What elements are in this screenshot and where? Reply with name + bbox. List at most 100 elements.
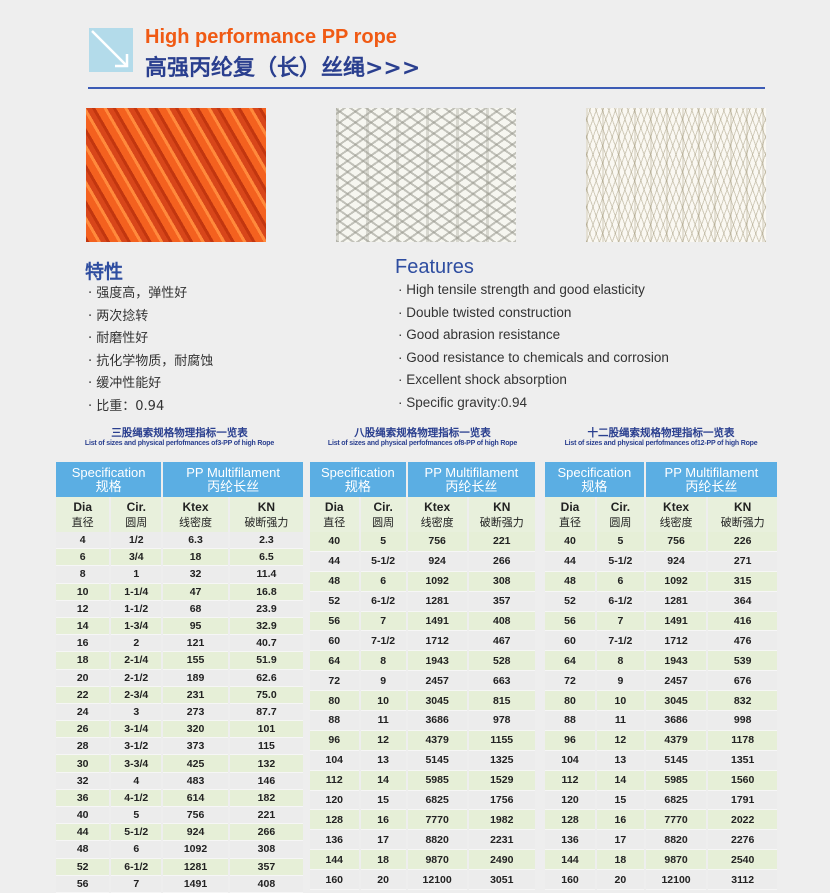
table-cell: 6-1/2 (596, 591, 646, 612)
table-cell: 4379 (644, 730, 709, 751)
column-label: Cir. (126, 499, 146, 514)
table-row: 88 11 3686 978 (310, 710, 535, 731)
table-cell: 9870 (406, 849, 469, 871)
material-header: PP Multifilament 丙纶长丝 (406, 462, 535, 497)
column-label-cn: 圆周 (372, 515, 395, 529)
table-cell: 7 (110, 875, 164, 893)
table-cell: 28 (56, 737, 112, 756)
table-row: 96 12 4379 1178 (545, 730, 777, 751)
table-cell: 3-1/2 (110, 737, 164, 756)
table-row: 10 1-1/4 47 16.8 (56, 583, 303, 601)
table-cell: 5-1/2 (596, 551, 646, 572)
caption-cn: 十二股绳索规格物理指标一览表 (587, 427, 735, 439)
table-cell: 357 (467, 591, 535, 612)
table-cell: 120 (545, 790, 598, 811)
spec-label: Specification (71, 464, 146, 480)
table-cell: 998 (707, 710, 777, 731)
table-row: 144 18 9870 2490 (310, 849, 535, 871)
caption-en: List of sizes and physical perfofmances … (84, 440, 275, 447)
table-row: 160 20 12100 3051 (310, 869, 535, 891)
table-cell: 5145 (644, 750, 709, 771)
table-row: 44 5-1/2 924 266 (310, 551, 535, 572)
features-heading-en: Features (395, 256, 474, 278)
table-cell: 68 (162, 600, 230, 618)
table-cell: 1791 (707, 790, 777, 811)
column-label-cn: 直径 (71, 515, 94, 529)
table-cell: 756 (644, 532, 709, 552)
table-cell: 18 (596, 849, 646, 871)
table-cell: 1529 (467, 770, 535, 791)
table-cell: 8820 (406, 829, 469, 851)
table-cell: 7-1/2 (359, 630, 408, 652)
table-cell: 3/4 (110, 548, 164, 567)
table-cell: 9 (596, 670, 646, 692)
table-cell: 26 (56, 720, 112, 739)
table-cell: 2-1/2 (110, 669, 164, 687)
page-subtitle: 高强丙纶复（长）丝绳>>> (145, 56, 421, 81)
table-cell: 3 (110, 703, 164, 722)
table-cell: 1092 (644, 571, 709, 592)
table-cell: 48 (56, 840, 112, 859)
table-cell: 4-1/2 (110, 789, 164, 808)
table-cell: 266 (467, 551, 535, 572)
table-cell: 11 (596, 710, 646, 731)
table-cell: 5-1/2 (110, 823, 164, 842)
arrow-down-right-icon (89, 28, 133, 72)
table-cell: 88 (310, 710, 361, 731)
table-cell: 924 (406, 551, 469, 572)
table-row: 60 7-1/2 1712 476 (545, 630, 777, 652)
table-cell: 1351 (707, 750, 777, 771)
spec-header: Specification 规格 (56, 462, 164, 497)
table-cell: 1281 (644, 591, 709, 612)
table-row: 80 10 3045 815 (310, 690, 535, 712)
table-cell: 3045 (644, 690, 709, 712)
spec-label-cn: 规格 (344, 479, 371, 495)
table-cell: 132 (228, 754, 303, 773)
table-cell: 6 (56, 548, 112, 567)
material-label-cn: 丙纶长丝 (207, 479, 260, 495)
table-cell: 16.8 (228, 583, 303, 601)
table-cell: 2-1/4 (110, 651, 164, 670)
table-cell: 6 (596, 571, 646, 592)
table-row: 104 13 5145 1351 (545, 750, 777, 771)
table-caption: 十二股绳索规格物理指标一览表 List of sizes and physical… (545, 425, 777, 447)
material-label-cn: 丙纶长丝 (445, 479, 498, 495)
table-cell: 13 (596, 750, 646, 771)
table-cell: 24 (56, 703, 112, 722)
column-label: Ktex (663, 499, 690, 514)
table-cell: 160 (545, 869, 598, 891)
features-list-en: · High tensile strength and good elastic… (398, 279, 669, 414)
table-cell: 52 (56, 858, 112, 876)
table-cell: 364 (707, 591, 777, 612)
table-cell: 1-1/2 (110, 600, 164, 618)
table-row: 40 5 756 221 (310, 532, 535, 552)
caption-cn: 八股绳索规格物理指标一览表 (354, 427, 491, 439)
table-cell: 44 (545, 551, 598, 572)
column-label-cn: 直径 (323, 515, 346, 529)
table-cell: 1 (110, 565, 164, 584)
table-cell: 18 (162, 548, 230, 567)
table-cell: 308 (228, 840, 303, 859)
table-cell: 6825 (406, 790, 469, 811)
table-row: 14 1-3/4 95 32.9 (56, 617, 303, 636)
table-cell: 467 (467, 630, 535, 652)
table-cell: 2.3 (228, 532, 303, 550)
table-cell: 408 (228, 875, 303, 893)
table-cell: 189 (162, 669, 230, 687)
table-cell: 1712 (406, 630, 469, 652)
table-cell: 56 (310, 611, 361, 632)
table-row: 28 3-1/2 373 115 (56, 737, 303, 756)
table-row: 52 6-1/2 1281 364 (545, 591, 777, 612)
table-row: 120 15 6825 1791 (545, 790, 777, 811)
table-row: 6 3/4 18 6.5 (56, 548, 303, 567)
table-cell: 12 (596, 730, 646, 751)
table-cell: 6825 (644, 790, 709, 811)
table-cell: 1-3/4 (110, 617, 164, 636)
features-list-cn: · 强度高，弹性好 · 两次捻转 · 耐磨性好 · 抗化学物质，耐腐蚀 · 缓冲性能好 ·… (88, 283, 213, 418)
table-cell: 11 (359, 710, 408, 731)
table-cell: 815 (467, 690, 535, 712)
column-label-cn: 圆周 (125, 515, 148, 529)
column-header: Ktex 线密度 (406, 497, 469, 532)
table-cell: 60 (545, 630, 598, 652)
table-row: 44 5-1/2 924 266 (56, 823, 303, 842)
